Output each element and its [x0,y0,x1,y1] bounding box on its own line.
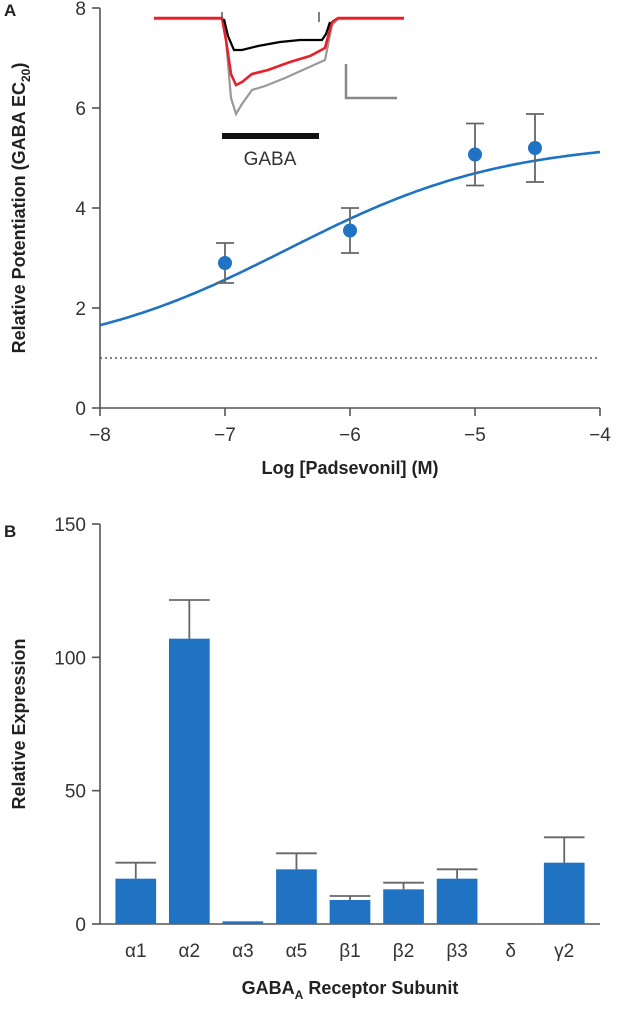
gaba-application-label: GABA [244,149,297,170]
y-tick-label: 6 [75,99,86,120]
panel-b-letter: B [4,522,16,541]
category-label: α5 [286,941,308,962]
category-label: β3 [446,941,468,962]
x-tick-label: −4 [589,425,611,446]
panel-b-ticks: 0 50 100 150 α1 α2 α3 α5 β1 β2 β3 δ γ2 [54,515,574,962]
y-tick-label: 8 [75,0,86,20]
y-tick-label: 50 [65,782,86,803]
category-label: β2 [393,941,415,962]
category-label: γ2 [554,941,574,962]
panel-b-x-axis-title: GABAA Receptor Subunit [242,978,459,1002]
category-label: α1 [125,941,147,962]
panel-a-y-axis-title: Relative Potentiation (GABA EC20) [9,63,33,354]
bar [329,900,371,924]
trace-control [222,18,332,52]
bar [543,862,585,924]
data-point [528,141,542,155]
y-tick-label: 100 [54,648,86,669]
x-tick-label: −5 [464,425,486,446]
bar [222,921,264,924]
panel-a-data-points [216,113,544,284]
category-label: β1 [339,941,361,962]
panel-a-ticks: −8 −7 −6 −5 −4 0 2 4 6 8 [75,0,611,446]
bar [436,878,478,924]
scale-bar [344,64,397,100]
x-tick-label: −7 [214,425,236,446]
panel-a-letter: A [4,1,16,20]
trace-padsevonil [154,16,404,87]
panel-a-x-axis-title: Log [Padsevonil] (M) [262,458,439,478]
x-tick-label: −6 [339,425,361,446]
bar [383,889,424,924]
y-tick-label: 4 [75,199,86,220]
data-point [468,147,482,162]
category-label: α3 [232,941,254,962]
data-point [343,223,357,238]
y-tick-label: 0 [75,915,86,936]
bar [115,878,157,924]
data-point [218,256,232,270]
x-tick-label: −8 [89,425,111,446]
inset-traces: GABA [154,12,404,170]
bar [276,869,317,924]
category-label: α2 [179,941,201,962]
y-tick-label: 2 [75,299,86,320]
category-label: δ [505,941,516,962]
panel-b-bars [115,599,585,924]
bar [168,638,210,924]
y-tick-label: 150 [54,515,86,536]
y-tick-label: 0 [75,399,86,420]
panel-b-y-axis-title: Relative Expression [9,638,29,809]
gaba-application-bar [222,133,319,139]
